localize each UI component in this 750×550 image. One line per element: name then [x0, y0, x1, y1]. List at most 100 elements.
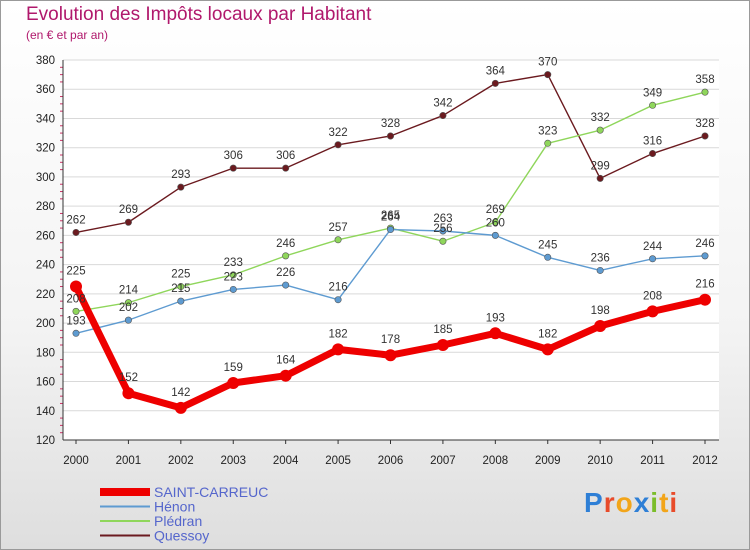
data-label-h-non-2000: 193: [66, 315, 85, 327]
point-saint-carreuc-2010: [594, 320, 607, 332]
data-label-quessoy-2011: 316: [643, 136, 662, 148]
point-pl-dran-2010: [596, 126, 604, 134]
y-tick-340: 340: [36, 113, 55, 125]
y-axis-tick-labels: 120 140 160 180 200 220 240 260 280 300 320 340 360 3…: [36, 55, 55, 447]
proxiti-logo: Proxiti: [584, 487, 678, 519]
point-quessoy-2011: [649, 150, 657, 158]
data-label-saint-carreuc-2004: 164: [276, 355, 296, 367]
x-tick-2007: 2007: [430, 455, 456, 467]
y-tick-240: 240: [36, 260, 55, 272]
point-quessoy-2006: [386, 132, 394, 140]
point-pl-dran-2009: [544, 139, 552, 147]
point-pl-dran-2000: [72, 307, 80, 315]
data-label-saint-carreuc-2003: 159: [224, 362, 243, 374]
point-pl-dran-2003: [229, 271, 237, 279]
data-label-saint-carreuc-2005: 182: [328, 328, 347, 340]
x-tick-2006: 2006: [378, 455, 404, 467]
point-h-non-2001: [124, 316, 132, 324]
data-label-h-non-2002: 215: [171, 283, 190, 295]
point-saint-carreuc-2007: [436, 339, 449, 351]
data-label-quessoy-2000: 262: [66, 214, 85, 226]
data-label-h-non-2004: 226: [276, 267, 295, 279]
data-label-pl-dran-2010: 332: [591, 112, 610, 124]
point-h-non-2002: [177, 297, 185, 305]
data-label-saint-carreuc-2007: 185: [433, 324, 452, 336]
point-saint-carreuc-2001: [122, 387, 135, 400]
data-label-pl-dran-2007: 256: [433, 223, 452, 235]
data-label-quessoy-2007: 342: [433, 98, 452, 110]
data-label-h-non-2010: 236: [591, 252, 610, 264]
data-label-quessoy-2012: 328: [695, 118, 714, 130]
data-label-saint-carreuc-2008: 193: [486, 312, 505, 324]
x-tick-2000: 2000: [63, 455, 89, 467]
x-tick-2008: 2008: [483, 455, 509, 467]
point-saint-carreuc-2003: [227, 377, 240, 389]
data-label-pl-dran-2006: 265: [381, 210, 400, 222]
logo-letter: P: [584, 487, 604, 518]
data-label-h-non-2003: 223: [224, 271, 243, 283]
data-label-saint-carreuc-2010: 198: [591, 305, 610, 317]
data-label-h-non-2007: 263: [433, 213, 452, 225]
data-label-pl-dran-2001: 214: [119, 285, 139, 297]
x-tick-2012: 2012: [692, 455, 718, 467]
data-label-h-non-2012: 246: [695, 238, 714, 250]
data-label-quessoy-2004: 306: [276, 150, 295, 162]
point-pl-dran-2007: [439, 237, 447, 245]
data-label-pl-dran-2004: 246: [276, 238, 295, 250]
logo-letter: x: [633, 487, 651, 518]
data-labels: 262 269 293 306 306 322 328 342 364 370 299 316 328 2…: [66, 57, 714, 399]
data-label-pl-dran-2002: 225: [171, 269, 190, 281]
point-pl-dran-2005: [334, 236, 342, 244]
data-label-pl-dran-2000: 208: [66, 293, 85, 305]
plot-background: [63, 60, 719, 440]
data-label-quessoy-2001: 269: [119, 204, 138, 216]
y-tick-220: 220: [36, 289, 55, 301]
point-h-non-2006: [386, 226, 394, 234]
point-h-non-2012: [701, 252, 709, 260]
point-h-non-2008: [491, 231, 499, 239]
data-label-quessoy-2010: 299: [591, 160, 610, 172]
point-quessoy-2005: [334, 141, 342, 149]
y-tick-200: 200: [36, 318, 55, 330]
data-label-quessoy-2008: 364: [486, 65, 506, 77]
data-label-saint-carreuc-2012: 216: [695, 279, 714, 291]
data-label-h-non-2005: 216: [328, 282, 347, 294]
logo-letter: t: [659, 487, 670, 518]
logo-letter: i: [669, 487, 679, 518]
legend-label-saint-carreuc: SAINT-CARREUC: [154, 484, 268, 500]
x-tick-2003: 2003: [220, 455, 246, 467]
point-quessoy-2009: [544, 71, 552, 79]
logo-letter: o: [615, 487, 634, 518]
chart-title: Evolution des Impôts locaux par Habitant: [26, 4, 372, 25]
data-label-h-non-2001: 202: [119, 302, 138, 314]
data-label-h-non-2009: 245: [538, 239, 557, 251]
data-label-saint-carreuc-2000: 225: [66, 266, 85, 278]
data-label-saint-carreuc-2006: 178: [381, 334, 400, 346]
point-saint-carreuc-2012: [699, 293, 711, 306]
data-label-pl-dran-2003: 233: [224, 257, 243, 269]
point-h-non-2007: [439, 227, 447, 235]
x-tick-2001: 2001: [116, 455, 142, 467]
x-axis-tick-labels: 2000 2001 2002 2003 2004 2005 2006 2007 2008 2009…: [63, 440, 718, 467]
y-tick-260: 260: [36, 230, 55, 242]
point-pl-dran-2001: [124, 299, 132, 307]
data-label-h-non-2006: 264: [381, 212, 401, 224]
point-h-non-2005: [334, 296, 342, 304]
point-pl-dran-2002: [177, 283, 185, 291]
chart-subtitle: (en € et par an): [26, 28, 109, 42]
point-saint-carreuc-2002: [174, 401, 187, 414]
legend-label-pl-dran: Plédran: [154, 513, 202, 529]
point-h-non-2009: [544, 253, 552, 261]
point-h-non-2011: [649, 255, 657, 263]
series-lines: [70, 71, 711, 414]
logo-letter: i: [650, 487, 660, 518]
y-tick-320: 320: [36, 143, 55, 155]
point-quessoy-2003: [229, 164, 237, 172]
point-saint-carreuc-2006: [384, 349, 397, 362]
data-label-quessoy-2002: 293: [171, 169, 190, 181]
y-tick-380: 380: [36, 55, 55, 67]
x-tick-2004: 2004: [273, 455, 299, 467]
logo-letter: r: [603, 487, 616, 518]
point-h-non-2003: [229, 285, 237, 293]
